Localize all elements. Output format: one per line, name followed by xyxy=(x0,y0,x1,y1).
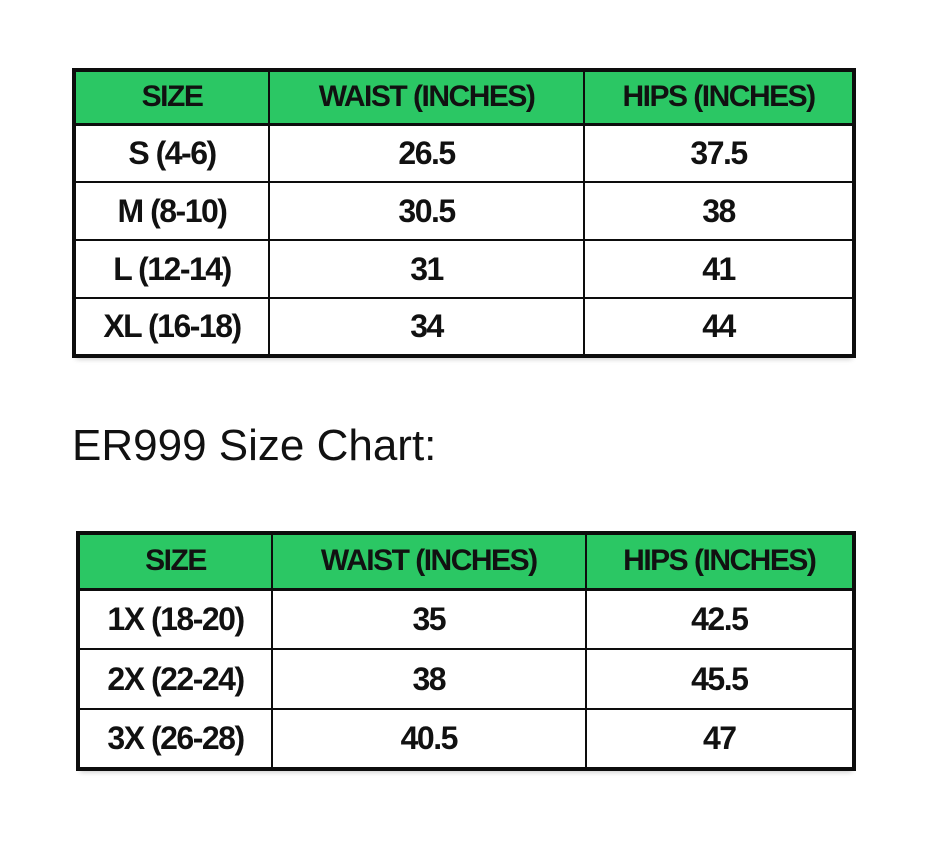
size-cell: 1X (18-20) xyxy=(77,588,273,650)
table-row: M (8-10) 30.5 38 xyxy=(73,181,855,241)
hips-cell: 41 xyxy=(583,239,855,299)
waist-cell: 34 xyxy=(267,297,586,357)
table-row: XL (16-18) 34 44 xyxy=(73,297,855,357)
waist-cell: 38 xyxy=(271,648,587,710)
table-row: S (4-6) 26.5 37.5 xyxy=(73,123,855,183)
size-chart-table-regular: SIZE WAIST (INCHES) HIPS (INCHES) S (4-6… xyxy=(72,68,856,358)
column-header-size: SIZE xyxy=(73,69,270,126)
section-title: ER999 Size Chart: xyxy=(72,421,437,470)
waist-cell: 30.5 xyxy=(267,181,586,241)
size-cell: XL (16-18) xyxy=(73,297,270,357)
table-row: 3X (26-28) 40.5 47 xyxy=(77,708,855,770)
size-chart-table-plus: SIZE WAIST (INCHES) HIPS (INCHES) 1X (18… xyxy=(76,531,856,771)
hips-cell: 42.5 xyxy=(584,588,855,650)
waist-cell: 31 xyxy=(267,239,586,299)
size-cell: L (12-14) xyxy=(73,239,270,299)
hips-cell: 47 xyxy=(584,708,855,770)
waist-cell: 35 xyxy=(271,588,587,650)
column-header-size: SIZE xyxy=(77,532,273,591)
column-header-hips: HIPS (INCHES) xyxy=(583,69,855,126)
table-row: 2X (22-24) 38 45.5 xyxy=(77,648,855,710)
size-cell: 2X (22-24) xyxy=(77,648,273,710)
size-cell: 3X (26-28) xyxy=(77,708,273,770)
waist-cell: 26.5 xyxy=(267,123,586,183)
table-row: 1X (18-20) 35 42.5 xyxy=(77,588,855,650)
waist-cell: 40.5 xyxy=(271,708,587,770)
size-cell: M (8-10) xyxy=(73,181,270,241)
size-cell: S (4-6) xyxy=(73,123,270,183)
column-header-hips: HIPS (INCHES) xyxy=(584,532,855,591)
header-row: SIZE WAIST (INCHES) HIPS (INCHES) xyxy=(77,532,855,591)
hips-cell: 37.5 xyxy=(583,123,855,183)
column-header-waist: WAIST (INCHES) xyxy=(267,69,586,126)
hips-cell: 45.5 xyxy=(584,648,855,710)
column-header-waist: WAIST (INCHES) xyxy=(271,532,587,591)
header-row: SIZE WAIST (INCHES) HIPS (INCHES) xyxy=(73,69,855,126)
hips-cell: 38 xyxy=(583,181,855,241)
hips-cell: 44 xyxy=(583,297,855,357)
table-row: L (12-14) 31 41 xyxy=(73,239,855,299)
